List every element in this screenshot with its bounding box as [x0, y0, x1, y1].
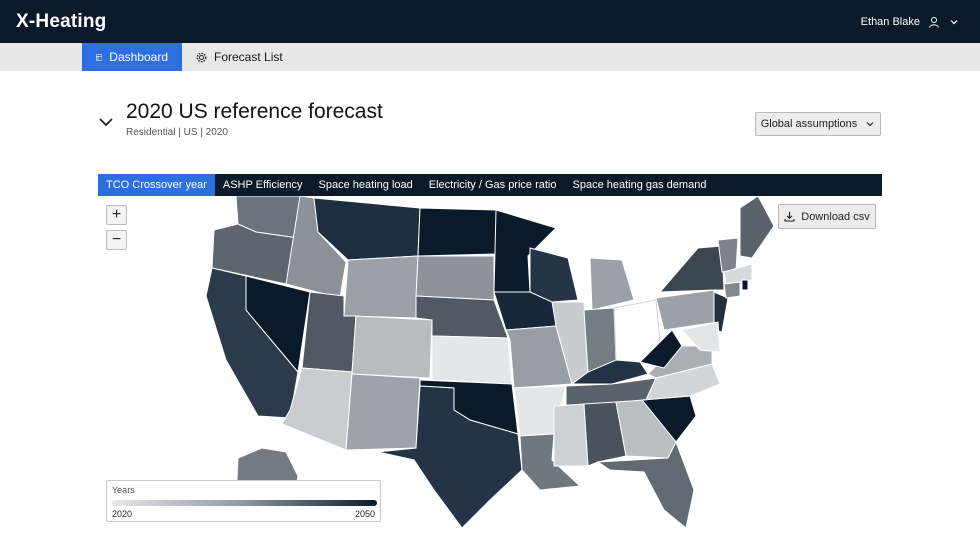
us-choropleth-map[interactable]: [98, 196, 882, 532]
legend-title: Years: [112, 485, 135, 495]
state-vermont-nh[interactable]: [717, 237, 739, 273]
state-north-dakota[interactable]: [417, 207, 497, 257]
state-missouri[interactable]: [505, 325, 573, 389]
download-csv-label: Download csv: [801, 210, 870, 223]
tab-space-heating-gas-demand[interactable]: Space heating gas demand: [572, 179, 707, 191]
forecast-header: 2020 US reference forecast Residential |…: [98, 100, 383, 138]
map-legend: Years 2020 2050: [106, 480, 381, 522]
legend-max: 2050: [354, 509, 375, 519]
global-assumptions-label: Global assumptions: [760, 118, 858, 130]
state-south-dakota[interactable]: [415, 255, 495, 301]
state-west-virginia[interactable]: [639, 329, 683, 369]
zoom-out-button[interactable]: −: [106, 230, 127, 250]
tab-tco-crossover-year[interactable]: TCO Crossover year: [98, 174, 215, 196]
legend-min: 2020: [112, 509, 133, 519]
state-maryland-delaware[interactable]: [681, 321, 721, 353]
zoom-in-button[interactable]: +: [106, 205, 127, 225]
state-colorado[interactable]: [351, 315, 433, 379]
chevron-down-icon: [950, 19, 958, 24]
user-icon: [929, 16, 939, 28]
state-maine[interactable]: [739, 196, 775, 259]
legend-labels: 2020 2050: [112, 509, 375, 519]
state-mississippi[interactable]: [553, 403, 589, 467]
nav-forecast-list[interactable]: Forecast List: [182, 43, 297, 71]
state-rhode-island[interactable]: [741, 279, 749, 291]
state-nevada[interactable]: [245, 275, 311, 374]
state-wyoming[interactable]: [343, 255, 419, 319]
us-map-svg: [205, 196, 775, 529]
state-alabama[interactable]: [583, 401, 627, 467]
state-arizona[interactable]: [281, 367, 353, 451]
state-wisconsin[interactable]: [529, 247, 579, 303]
state-massachusetts[interactable]: [723, 263, 753, 285]
global-assumptions-button[interactable]: Global assumptions: [755, 112, 881, 136]
state-michigan[interactable]: [589, 257, 635, 311]
state-florida[interactable]: [596, 440, 695, 529]
nav-bar: Dashboard Forecast List: [0, 43, 980, 71]
top-bar: X-Heating Ethan Blake: [0, 0, 980, 43]
collapse-chevron-icon[interactable]: [98, 114, 114, 130]
chevron-down-icon: [866, 122, 874, 127]
state-texas[interactable]: [377, 385, 523, 529]
user-menu[interactable]: Ethan Blake: [861, 16, 960, 28]
download-icon: [784, 212, 795, 222]
metric-tabs: TCO Crossover year ASHP Efficiency Space…: [98, 174, 882, 196]
download-csv-button[interactable]: Download csv: [778, 204, 876, 229]
gear-icon: [196, 52, 207, 62]
nav-forecast-list-label: Forecast List: [214, 50, 283, 64]
tab-price-ratio[interactable]: Electricity / Gas price ratio: [428, 179, 557, 191]
state-kansas[interactable]: [431, 335, 513, 385]
state-new-york[interactable]: [658, 245, 725, 293]
page-subtitle: Residential | US | 2020: [126, 127, 228, 138]
page-title: 2020 US reference forecast: [126, 100, 383, 123]
nav-dashboard-label: Dashboard: [109, 50, 168, 64]
app-logo[interactable]: X-Heating: [16, 11, 106, 33]
user-name: Ethan Blake: [860, 15, 920, 28]
state-minnesota[interactable]: [493, 209, 557, 293]
nav-dashboard[interactable]: Dashboard: [82, 43, 182, 71]
tab-ashp-efficiency[interactable]: ASHP Efficiency: [222, 179, 303, 191]
layout-icon: [96, 53, 103, 61]
state-new-mexico[interactable]: [345, 373, 421, 451]
logo-text: X-Heating: [16, 10, 107, 32]
state-connecticut[interactable]: [723, 281, 741, 299]
tab-space-heating-load[interactable]: Space heating load: [318, 179, 413, 191]
legend-color-scale: [112, 500, 377, 506]
